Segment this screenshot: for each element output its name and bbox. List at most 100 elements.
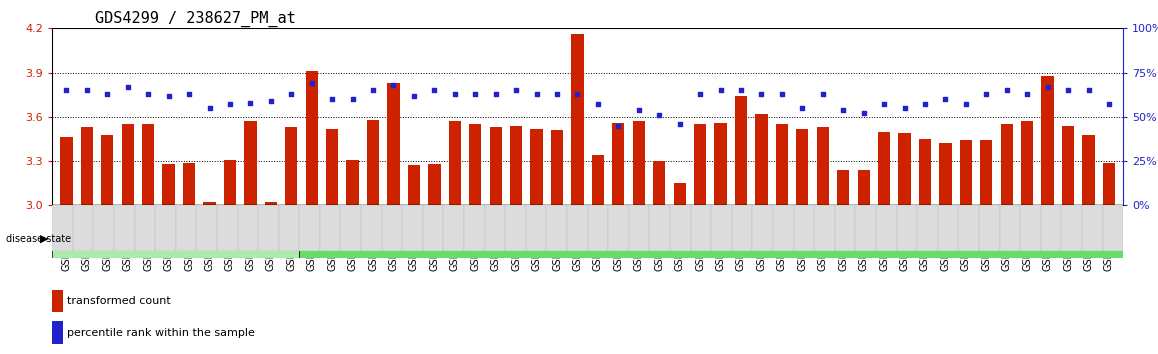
Point — [936, 96, 954, 102]
Point — [1079, 87, 1098, 93]
Bar — [835, 205, 856, 251]
Point — [302, 80, 321, 86]
Point — [814, 91, 833, 97]
Bar — [588, 205, 608, 251]
Bar — [1001, 124, 1013, 205]
Point — [139, 91, 157, 97]
Point — [1018, 91, 1036, 97]
Bar — [327, 129, 338, 205]
Bar — [306, 71, 317, 205]
Bar — [711, 205, 732, 251]
Point — [753, 91, 771, 97]
Bar — [258, 205, 279, 251]
Point — [772, 91, 791, 97]
Text: percentile rank within the sample: percentile rank within the sample — [67, 328, 255, 338]
Bar — [608, 205, 629, 251]
Bar — [1102, 162, 1115, 205]
Bar — [505, 205, 526, 251]
Bar — [510, 126, 522, 205]
Bar — [917, 205, 938, 251]
Point — [670, 121, 689, 127]
Bar — [1102, 205, 1123, 251]
Bar — [959, 205, 979, 251]
Bar — [485, 205, 505, 251]
Point — [57, 87, 75, 93]
Bar — [526, 205, 547, 251]
Bar — [674, 183, 686, 205]
Point — [221, 102, 240, 107]
Bar — [571, 34, 584, 205]
Bar — [94, 205, 113, 251]
Bar — [217, 205, 237, 251]
Point — [1058, 87, 1077, 93]
Bar — [60, 137, 73, 205]
Bar — [183, 162, 196, 205]
Bar — [142, 124, 154, 205]
Bar — [797, 129, 808, 205]
Bar — [448, 121, 461, 205]
Bar — [653, 161, 666, 205]
Bar — [244, 121, 257, 205]
Text: disease state: disease state — [6, 234, 71, 244]
Point — [977, 91, 996, 97]
Text: ▶: ▶ — [39, 234, 49, 244]
Point — [957, 102, 975, 107]
Bar — [197, 205, 217, 251]
Bar — [714, 123, 727, 205]
Point — [486, 91, 505, 97]
Text: non-ETP ALL: non-ETP ALL — [676, 233, 746, 243]
Point — [425, 87, 444, 93]
Bar — [464, 205, 485, 251]
Point — [404, 93, 423, 98]
Bar — [1062, 205, 1082, 251]
Bar — [299, 205, 320, 251]
Bar — [340, 205, 361, 251]
Bar — [551, 130, 563, 205]
Bar — [1020, 205, 1041, 251]
Point — [98, 91, 117, 97]
Bar — [113, 205, 134, 251]
Bar — [690, 205, 711, 251]
Bar — [592, 155, 604, 205]
Bar — [237, 205, 258, 251]
Point — [732, 87, 750, 93]
Bar — [896, 205, 917, 251]
Bar — [428, 164, 440, 205]
Point — [323, 96, 342, 102]
Bar — [265, 202, 277, 205]
Bar — [81, 127, 93, 205]
Point — [834, 107, 852, 113]
Point — [793, 105, 812, 111]
Bar — [1082, 205, 1102, 251]
Bar — [204, 202, 215, 205]
Bar — [223, 160, 236, 205]
Text: transformed count: transformed count — [67, 296, 170, 306]
Text: GDS4299 / 238627_PM_at: GDS4299 / 238627_PM_at — [95, 11, 295, 27]
Bar — [423, 205, 444, 251]
Point — [916, 102, 935, 107]
Point — [1039, 84, 1057, 90]
Bar — [52, 212, 299, 258]
Point — [711, 87, 730, 93]
Point — [343, 96, 361, 102]
Point — [446, 91, 464, 97]
Bar — [52, 321, 63, 344]
Point — [548, 91, 566, 97]
Point — [650, 112, 668, 118]
Bar — [530, 129, 543, 205]
Text: ETP ALL: ETP ALL — [154, 233, 198, 243]
Point — [283, 91, 301, 97]
Bar — [939, 143, 952, 205]
Point — [630, 107, 648, 113]
Point — [609, 123, 628, 129]
Point — [1100, 102, 1119, 107]
Bar — [134, 205, 155, 251]
Point — [507, 87, 526, 93]
Point — [874, 102, 893, 107]
Bar — [613, 123, 624, 205]
Bar — [1062, 126, 1075, 205]
Bar — [755, 114, 768, 205]
Bar — [632, 121, 645, 205]
Bar — [567, 205, 588, 251]
Point — [200, 105, 219, 111]
